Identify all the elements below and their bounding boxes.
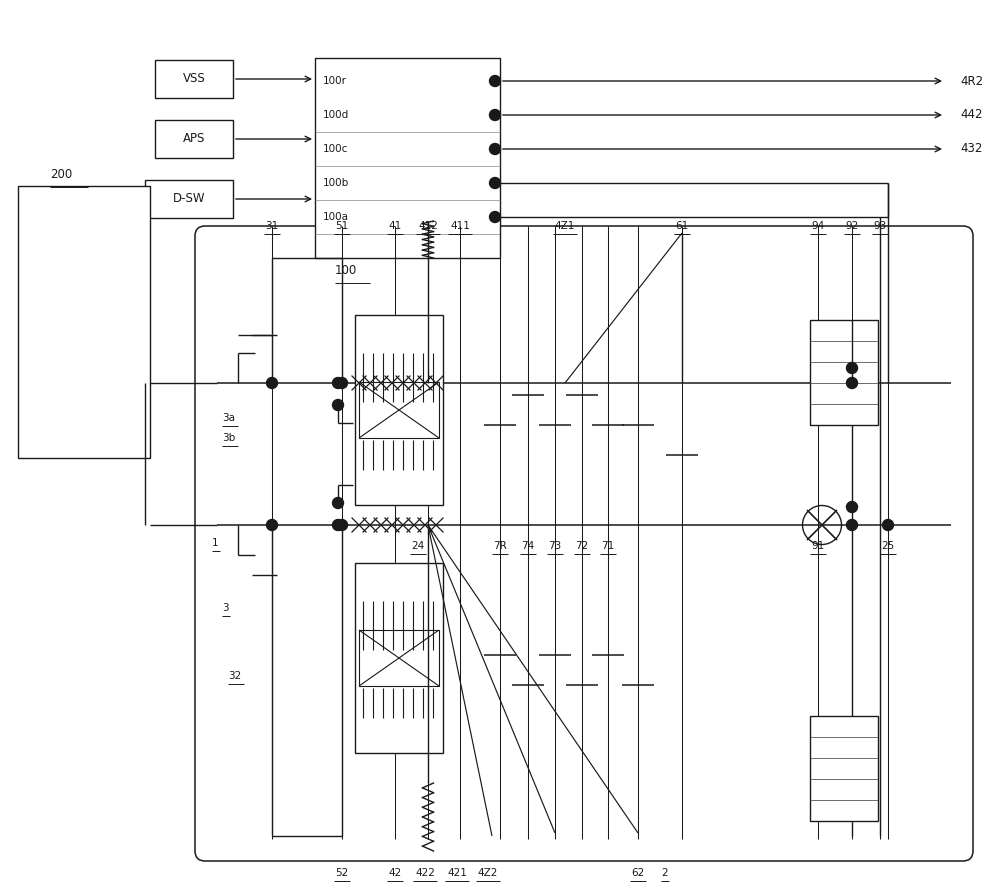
Circle shape <box>846 378 858 388</box>
Circle shape <box>846 520 858 530</box>
Text: 24: 24 <box>411 541 425 551</box>
Text: 3b: 3b <box>222 433 235 443</box>
Text: 25: 25 <box>881 541 895 551</box>
Text: 72: 72 <box>575 541 589 551</box>
Text: 61: 61 <box>675 221 689 231</box>
Text: VSS: VSS <box>183 72 205 86</box>
Text: 421: 421 <box>447 868 467 878</box>
Text: D-SW: D-SW <box>173 193 205 205</box>
Circle shape <box>490 178 501 188</box>
Text: 3a: 3a <box>222 413 235 423</box>
Circle shape <box>332 399 344 411</box>
Text: 94: 94 <box>811 221 825 231</box>
Text: 92: 92 <box>845 221 859 231</box>
Text: APS: APS <box>183 132 205 146</box>
Bar <box>810 716 878 821</box>
Text: 73: 73 <box>548 541 562 551</box>
Bar <box>359 382 439 438</box>
Text: 100b: 100b <box>323 178 349 188</box>
Text: 200: 200 <box>50 169 72 181</box>
Text: 93: 93 <box>873 221 887 231</box>
Text: 3: 3 <box>222 603 229 613</box>
Circle shape <box>490 110 501 121</box>
Circle shape <box>883 520 894 530</box>
Circle shape <box>336 378 348 388</box>
Circle shape <box>846 502 858 513</box>
Text: 51: 51 <box>335 221 349 231</box>
Text: 4R2: 4R2 <box>960 74 983 88</box>
Text: 74: 74 <box>521 541 535 551</box>
Circle shape <box>490 212 501 222</box>
Text: 432: 432 <box>960 143 982 155</box>
Text: 100: 100 <box>335 264 357 278</box>
Circle shape <box>846 363 858 373</box>
Bar <box>145 180 233 218</box>
Bar <box>18 186 150 458</box>
Bar <box>355 315 443 505</box>
Text: 411: 411 <box>450 221 470 231</box>
Bar <box>355 563 443 753</box>
Text: 412: 412 <box>418 221 438 231</box>
Text: 422: 422 <box>415 868 435 878</box>
Text: 100a: 100a <box>323 212 349 222</box>
Circle shape <box>332 520 344 530</box>
Text: 62: 62 <box>631 868 645 878</box>
Bar <box>315 58 500 258</box>
Text: 32: 32 <box>228 671 241 681</box>
Text: 42: 42 <box>388 868 402 878</box>
Text: 100r: 100r <box>323 76 347 86</box>
Text: 2: 2 <box>662 868 668 878</box>
Text: 100c: 100c <box>323 144 348 154</box>
Circle shape <box>266 520 278 530</box>
Text: 1: 1 <box>212 538 219 548</box>
Bar <box>810 320 878 425</box>
Bar <box>155 60 233 98</box>
Text: 4Z2: 4Z2 <box>478 868 498 878</box>
Text: 91: 91 <box>811 541 825 551</box>
Circle shape <box>266 378 278 388</box>
Text: 442: 442 <box>960 109 982 121</box>
Text: 71: 71 <box>601 541 615 551</box>
Circle shape <box>332 378 344 388</box>
Circle shape <box>490 144 501 154</box>
Bar <box>155 120 233 158</box>
Circle shape <box>490 76 501 87</box>
Text: 41: 41 <box>388 221 402 231</box>
Text: 4Z1: 4Z1 <box>555 221 575 231</box>
Text: 7R: 7R <box>493 541 507 551</box>
Bar <box>359 630 439 686</box>
Text: 100d: 100d <box>323 110 349 120</box>
Text: 52: 52 <box>335 868 349 878</box>
Circle shape <box>332 497 344 508</box>
Text: 31: 31 <box>265 221 279 231</box>
Circle shape <box>336 520 348 530</box>
